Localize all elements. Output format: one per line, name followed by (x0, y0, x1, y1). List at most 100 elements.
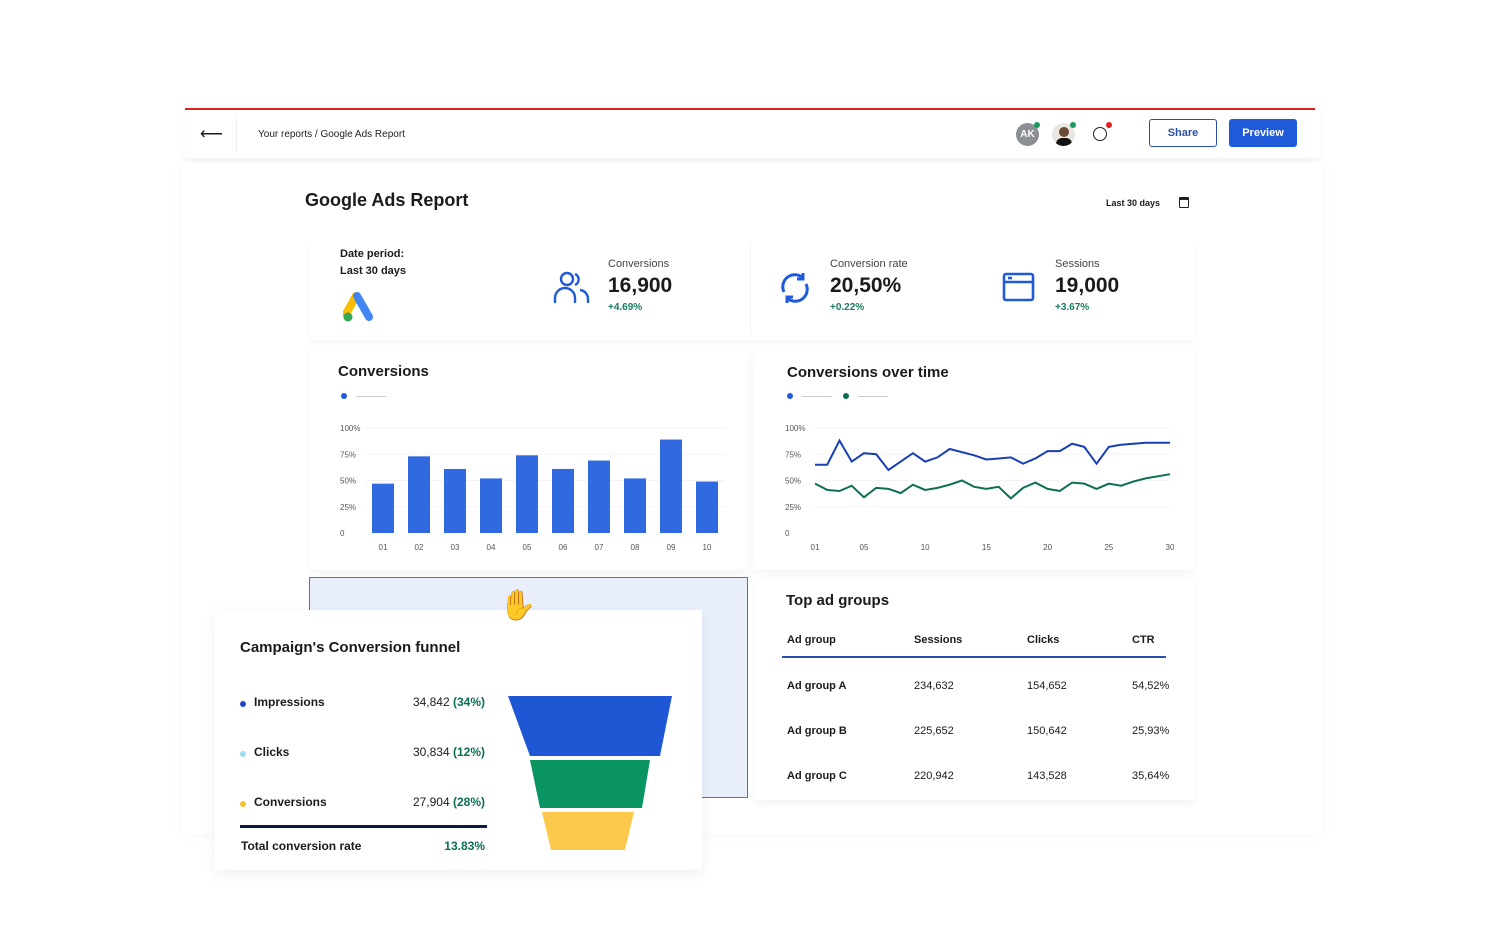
funnel-label: Conversions (254, 795, 327, 809)
table-cell: 225,652 (914, 725, 954, 737)
funnel-label: Impressions (254, 695, 325, 709)
legend-line (356, 396, 386, 397)
divider (236, 118, 237, 152)
series-line-2[interactable] (814, 473, 1171, 500)
kpi-value: 16,900 (608, 274, 673, 297)
online-indicator (1034, 122, 1040, 128)
total-label: Total conversion rate (241, 839, 362, 853)
funnel-value: 34,842 (412, 695, 450, 709)
kpi-value: 19,000 (1055, 274, 1120, 297)
kpi-delta: +3.67% (1055, 302, 1090, 313)
column-header[interactable]: Sessions (914, 634, 963, 646)
legend-dot (341, 393, 347, 399)
column-header[interactable]: CTR (1132, 634, 1155, 646)
table-cell: 154,652 (1027, 680, 1067, 692)
avatar-photo[interactable] (1052, 123, 1075, 146)
funnel-stage-impressions (508, 696, 672, 756)
x-tick-label: 20 (1043, 543, 1052, 552)
x-tick-label: 03 (451, 543, 460, 552)
grab-cursor-icon: ✋ (499, 589, 537, 622)
funnel-value: 30,834 (412, 745, 450, 759)
table-cell: 54,52% (1132, 680, 1170, 692)
column-header[interactable]: Ad group (787, 634, 836, 646)
kpi-delta: +4.69% (608, 302, 643, 313)
date-period-label: Date period: (340, 248, 405, 260)
table-cell: Ad group C (787, 770, 847, 782)
table-cell: 234,632 (914, 680, 954, 692)
kpi-label: Sessions (1055, 258, 1100, 270)
x-tick-label: 04 (487, 543, 496, 552)
y-tick-label: 100% (785, 424, 805, 433)
y-tick-label: 0 (340, 529, 345, 538)
legend-dot (240, 751, 246, 757)
y-tick-label: 25% (340, 503, 356, 512)
funnel-stage-conversions (542, 812, 634, 850)
breadcrumb[interactable]: Your reports / Google Ads Report (258, 129, 405, 140)
bar[interactable] (444, 468, 466, 533)
series-line-1[interactable] (815, 438, 1170, 472)
chart-title: Conversions (338, 363, 429, 380)
line-chart: 0 25% 50% 75% 100% 01 05 10 15 20 25 30 (785, 424, 1175, 552)
bar[interactable] (696, 481, 718, 533)
preview-button[interactable]: Preview (1229, 119, 1297, 147)
bar[interactable] (552, 468, 574, 533)
x-tick-label: 07 (595, 543, 604, 552)
kpi-label: Conversion rate (830, 258, 908, 270)
table-cell: 143,528 (1027, 770, 1067, 782)
x-tick-label: 08 (631, 543, 640, 552)
table-cell: Ad group A (787, 680, 847, 692)
funnel-label: Clicks (254, 745, 290, 759)
bar[interactable] (588, 460, 610, 533)
funnel-title: Campaign's Conversion funnel (240, 639, 461, 656)
x-tick-label: 30 (1166, 543, 1175, 552)
y-tick-label: 25% (785, 503, 801, 512)
y-tick-label: 75% (785, 450, 801, 459)
notification-dot (1106, 122, 1112, 128)
page-title: Google Ads Report (305, 190, 469, 210)
total-divider (240, 825, 487, 828)
divider (750, 245, 751, 335)
legend-line (858, 396, 888, 397)
legend-dot (240, 801, 246, 807)
funnel-graphic (508, 696, 672, 850)
x-tick-label: 05 (523, 543, 532, 552)
kpi-value: 20,50% (830, 274, 902, 297)
table-cell: 150,642 (1027, 725, 1067, 737)
bar[interactable] (516, 455, 538, 533)
x-tick-label: 05 (860, 543, 869, 552)
date-range-select[interactable]: Last 30 days (1106, 198, 1161, 208)
x-tick-label: 06 (559, 543, 568, 552)
table-cell: 35,64% (1132, 770, 1170, 782)
back-arrow-icon[interactable]: ⟵ (200, 126, 223, 143)
top-ad-groups-card (755, 578, 1195, 800)
total-value: 13.83% (444, 839, 485, 853)
table-cell: Ad group B (787, 725, 847, 737)
users-icon (553, 271, 590, 303)
y-tick-label: 50% (785, 477, 801, 486)
kpi-row (310, 240, 1195, 340)
legend-dot (787, 393, 793, 399)
google-ads-logo (343, 292, 373, 322)
funnel-percent: (12%) (452, 745, 485, 759)
avatar[interactable]: AK (1016, 123, 1039, 146)
bar[interactable] (624, 478, 646, 533)
bar[interactable] (408, 456, 430, 533)
calendar-icon[interactable] (1179, 197, 1189, 208)
online-indicator (1070, 122, 1076, 128)
bar[interactable] (372, 483, 394, 533)
column-header[interactable]: Clicks (1027, 634, 1060, 646)
header-underline (782, 656, 1166, 658)
y-tick-label: 100% (340, 424, 360, 433)
table-cell: 25,93% (1132, 725, 1170, 737)
bar[interactable] (660, 439, 682, 533)
refresh-icon (781, 273, 809, 303)
x-tick-label: 01 (379, 543, 388, 552)
x-tick-label: 10 (703, 543, 712, 552)
share-button[interactable]: Share (1149, 119, 1217, 147)
legend-dot (843, 393, 849, 399)
kpi-label: Conversions (608, 258, 670, 270)
funnel-value: 27,904 (412, 795, 450, 809)
chart-title: Conversions over time (787, 364, 949, 381)
bar[interactable] (480, 478, 502, 533)
comment-icon[interactable] (1093, 127, 1107, 141)
